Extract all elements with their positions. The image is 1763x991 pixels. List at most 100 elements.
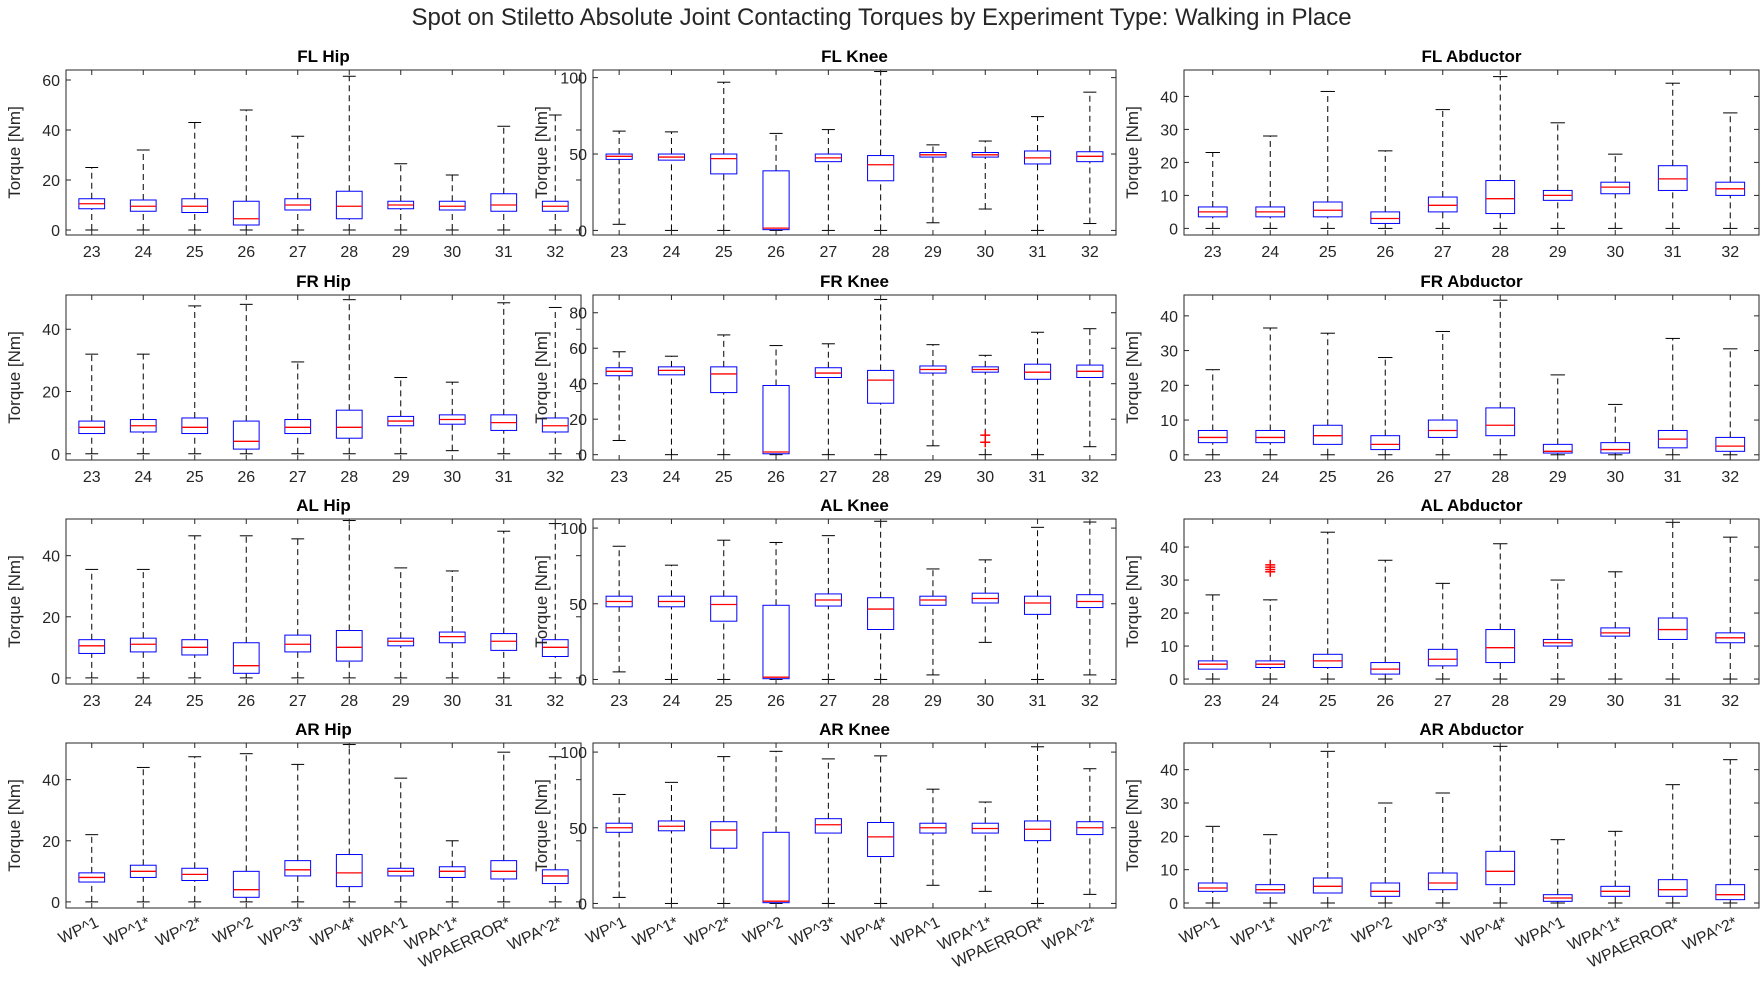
- box-10: [1076, 91, 1104, 225]
- subplot-title: FR Knee: [820, 272, 889, 291]
- subplot-12: AR Abductor Torque [Nm] 0 10 20 30 40 WP^1 WP^1*…: [1123, 720, 1760, 972]
- y-tick-label: 20: [42, 385, 60, 402]
- box-8: [971, 559, 999, 643]
- plot-frame: [1183, 518, 1760, 685]
- box-iqr: [710, 153, 738, 175]
- y-axis-label: Torque [Nm]: [1123, 779, 1142, 872]
- y-tick-label: 40: [42, 773, 60, 790]
- y-tick-label: 20: [1160, 829, 1178, 846]
- x-tick-label: 23: [1204, 244, 1222, 261]
- box-6: [1485, 299, 1516, 456]
- x-tick-label: 31: [1029, 469, 1047, 486]
- subplot-title: FL Knee: [821, 47, 888, 66]
- box-iqr: [1255, 884, 1286, 894]
- x-tick-label: WP^2: [1350, 914, 1396, 947]
- subplot-title: FL Hip: [297, 47, 350, 66]
- y-tick-label: 0: [51, 671, 60, 688]
- x-tick-label: WPA^1: [356, 914, 410, 951]
- x-tick-label: 30: [443, 244, 461, 261]
- figure-title: Spot on Stiletto Absolute Joint Contacti…: [411, 4, 1352, 31]
- box-4: [232, 753, 260, 903]
- box-7: [387, 377, 415, 455]
- x-tick-label: 32: [546, 693, 564, 710]
- y-tick-label: 40: [42, 322, 60, 339]
- box-1: [1197, 594, 1228, 680]
- box-5: [814, 129, 842, 231]
- subplot-2: FL Knee Torque [Nm] 0 50 100 23 24 25 26 27 28 29 30…: [532, 47, 1117, 261]
- x-tick-label: WPA^2*: [1040, 914, 1100, 954]
- x-tick-label: 24: [663, 469, 681, 486]
- box-3: [710, 539, 738, 680]
- box-7: [1542, 839, 1573, 904]
- box-1: [1197, 825, 1228, 904]
- box-3: [710, 334, 738, 456]
- y-axis-label: Torque [Nm]: [5, 331, 24, 424]
- y-tick-label: 30: [1160, 796, 1178, 813]
- x-tick-label: 28: [872, 244, 890, 261]
- box-iqr: [710, 595, 738, 622]
- box-3: [1312, 750, 1343, 904]
- x-tick-label: 29: [392, 244, 410, 261]
- box-4: [762, 132, 790, 231]
- box-5: [814, 343, 842, 456]
- box-4: [1370, 802, 1401, 904]
- box-9: [1023, 526, 1052, 680]
- box-3: [710, 756, 738, 904]
- subplot-7: AL Hip Torque [Nm] 0 20 40 23 24 25 26 27 28 29 30 31…: [5, 496, 582, 710]
- x-tick-label: 26: [237, 693, 255, 710]
- x-tick-label: 26: [237, 469, 255, 486]
- x-tick-label: 32: [1081, 693, 1099, 710]
- x-tick-label: WP^4*: [1459, 914, 1510, 950]
- box-iqr: [181, 417, 209, 435]
- x-tick-label: WP^2*: [682, 914, 733, 950]
- subplot-title: AL Hip: [296, 496, 350, 515]
- x-tick-label: 28: [872, 693, 890, 710]
- box-7: [919, 568, 947, 676]
- box-4: [1370, 559, 1401, 680]
- box-iqr: [1197, 660, 1228, 670]
- box-5: [284, 763, 312, 903]
- x-tick-label: 30: [1606, 244, 1624, 261]
- box-iqr: [1427, 196, 1458, 213]
- subplot-title: FR Hip: [296, 272, 351, 291]
- x-tick-label: 24: [663, 693, 681, 710]
- box-iqr: [710, 366, 738, 394]
- x-tick-label: 25: [715, 693, 733, 710]
- y-tick-label: 20: [569, 412, 587, 429]
- box-iqr: [541, 869, 569, 885]
- x-tick-label: 26: [1376, 244, 1394, 261]
- box-4: [232, 535, 260, 679]
- x-tick-label: 26: [1376, 693, 1394, 710]
- box-3: [1312, 531, 1343, 680]
- y-tick-label: 0: [578, 896, 587, 913]
- subplot-title: FL Abductor: [1421, 47, 1521, 66]
- x-tick-label: WP^2: [740, 914, 786, 947]
- x-tick-label: 32: [1081, 244, 1099, 261]
- x-tick-label: 25: [715, 469, 733, 486]
- box-8: [1600, 830, 1631, 904]
- x-tick-label: 30: [976, 469, 994, 486]
- x-tick-label: WPA^1: [1513, 914, 1567, 951]
- subplot-6: FR Abductor Torque [Nm] 0 10 20 30 40 23 24 25 26 2…: [1123, 272, 1760, 486]
- box-9: [490, 125, 518, 231]
- box-iqr: [1485, 850, 1516, 886]
- box-8: [971, 801, 999, 892]
- box-iqr: [335, 854, 363, 888]
- box-2: [657, 781, 686, 904]
- box-9: [1023, 331, 1052, 456]
- x-tick-label: WP^3*: [256, 914, 307, 950]
- box-iqr: [1023, 595, 1052, 615]
- plot-frame: [592, 518, 1117, 685]
- x-tick-label: 28: [872, 469, 890, 486]
- box-iqr: [284, 634, 312, 653]
- box-5: [1427, 109, 1458, 229]
- box-2: [129, 149, 157, 231]
- box-8: [438, 840, 466, 903]
- box-iqr: [1427, 648, 1458, 667]
- box-iqr: [232, 870, 260, 898]
- box-10: [541, 756, 569, 903]
- x-tick-label: 28: [1491, 244, 1509, 261]
- box-2: [1255, 327, 1286, 456]
- outlier-marker: [980, 430, 991, 441]
- x-tick-label: 27: [289, 469, 307, 486]
